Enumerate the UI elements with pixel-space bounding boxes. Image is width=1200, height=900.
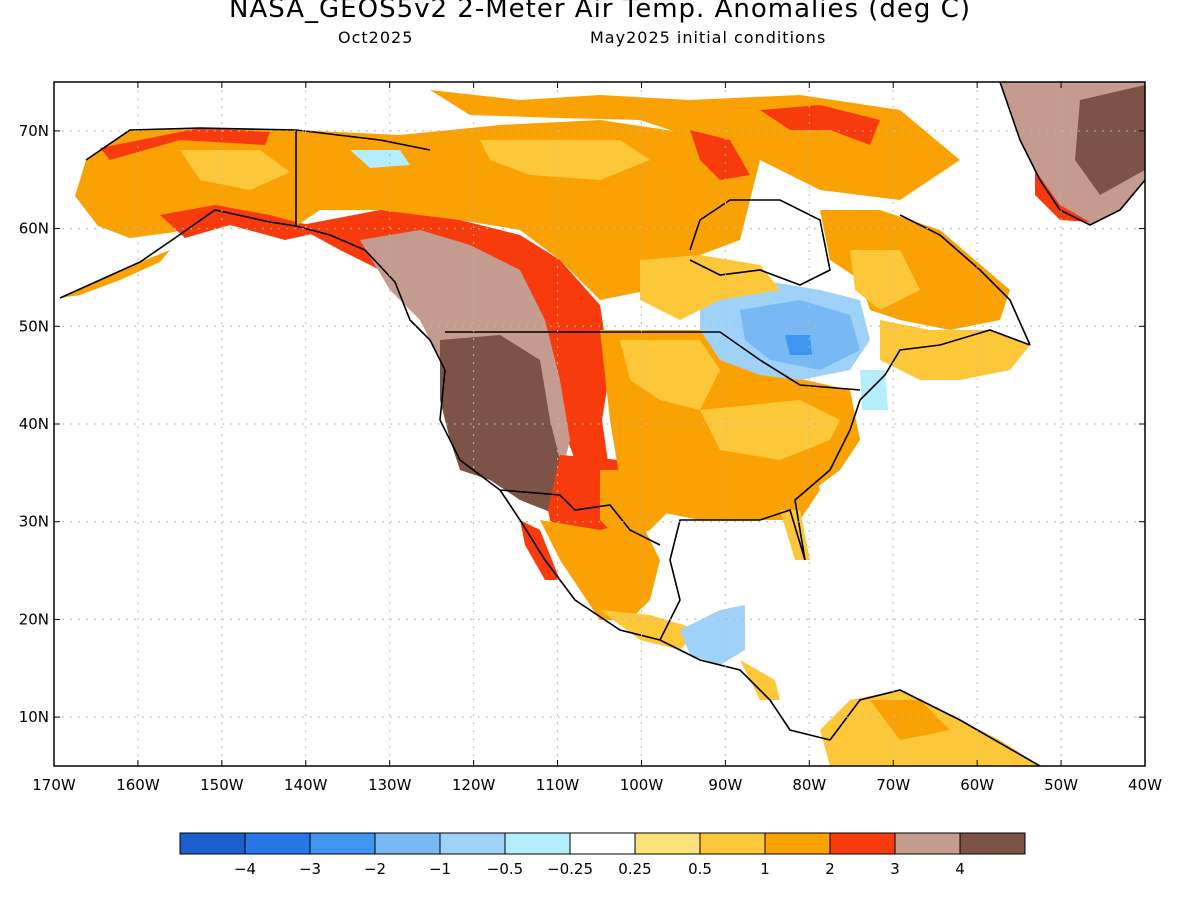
lon-tick-label: 100W (620, 776, 664, 794)
initial-conditions: May2025 initial conditions (590, 28, 827, 47)
colorbar-swatch (764, 832, 831, 855)
ohio-valley-yellow (700, 400, 840, 460)
lon-tick-label: 160W (116, 776, 160, 794)
colorbar-swatch (439, 832, 506, 855)
northern-canada (296, 120, 760, 300)
longitude-axis: 170W 160W 150W 140W 130W 120W 110W 100W 90W 80W 70… (32, 82, 1162, 794)
lon-tick-label: 90W (708, 776, 742, 794)
colorbar-label: −3 (299, 860, 321, 878)
colorbar-label: −1 (429, 860, 451, 878)
south-america-coast (829, 689, 1041, 766)
lat-tick-label: 70N (19, 122, 49, 140)
colorbar-label: −0.5 (487, 860, 523, 878)
colorbar-label: −4 (234, 860, 256, 878)
mexico (540, 520, 660, 620)
colorbar-swatch (244, 832, 311, 855)
alaska-coast (59, 209, 431, 341)
gulf-coast (659, 399, 861, 641)
us-mexico-border (499, 489, 661, 546)
lon-tick-label: 60W (960, 776, 994, 794)
colorbar-swatch (959, 832, 1026, 855)
colorbar-label: 1 (760, 860, 770, 878)
lon-tick-label: 110W (536, 776, 580, 794)
colorbar-label: 3 (890, 860, 900, 878)
colorbar-swatch (179, 832, 246, 855)
map-title: NASA_GEOS5v2 2-Meter Air Temp. Anomalies… (229, 0, 971, 24)
mexico-south-yellow (600, 610, 700, 650)
us-west-coast (429, 339, 661, 641)
ontario-coolest (785, 335, 812, 355)
venezuela-warm (870, 700, 950, 740)
quebec-yellow (850, 250, 920, 310)
alaska-north-coast (100, 128, 270, 160)
colorbar-swatch (374, 832, 441, 855)
baffin-warm (690, 130, 750, 180)
lon-tick-label: 70W (876, 776, 910, 794)
southeast-warm (720, 460, 820, 520)
alaska-north-coastline (85, 127, 431, 161)
lon-tick-label: 150W (200, 776, 244, 794)
central-america-yellow (740, 660, 780, 700)
alaska-south-warm (160, 205, 330, 240)
east-coast (859, 329, 1031, 401)
coastlines (59, 82, 1145, 766)
colorbar-swatch (894, 832, 961, 855)
lat-tick-label: 30N (19, 513, 49, 531)
alaska-interior-cool (180, 150, 290, 190)
lon-tick-label: 80W (792, 776, 826, 794)
colorbar-swatch (309, 832, 376, 855)
colorbar-label: −0.25 (547, 860, 593, 878)
hudson-bay-shore (689, 199, 831, 286)
lat-tick-label: 60N (19, 220, 49, 238)
lon-tick-label: 140W (284, 776, 328, 794)
colorbar-label: 4 (955, 860, 965, 878)
texas-warm (600, 470, 680, 540)
bc-warm-band (296, 210, 612, 500)
lat-tick-label: 20N (19, 610, 49, 628)
colorbar-label: 0.5 (688, 860, 712, 878)
midwest-yellow (620, 340, 720, 410)
colorbar-label: 2 (825, 860, 835, 878)
lon-tick-label: 170W (32, 776, 76, 794)
yucatan-cool (680, 605, 745, 665)
lon-tick-label: 50W (1044, 776, 1078, 794)
valid-month: Oct2025 (338, 28, 414, 47)
great-basin-hot (440, 335, 570, 512)
colorbar-swatch (569, 832, 636, 855)
nunavut-yellow (480, 140, 650, 180)
greenland-core (1075, 85, 1145, 195)
colorbar-swatch (504, 832, 571, 855)
arctic-cool-patch (350, 150, 410, 168)
central-america-coast (659, 639, 831, 741)
colorbar: −4 −3 −2 −1 −0.5 −0.25 0.25 0.5 1 2 3 4 (179, 832, 1026, 878)
anomaly-field (60, 82, 1145, 766)
colorbar-label: −2 (364, 860, 386, 878)
lon-tick-label: 130W (368, 776, 412, 794)
arctic-warm-band (760, 105, 880, 145)
lon-tick-label: 120W (452, 776, 496, 794)
colorbar-swatch (699, 832, 766, 855)
us-canada-border (445, 331, 861, 391)
latitude-axis: 70N 60N 50N 40N 30N 20N 10N (19, 122, 1145, 726)
colorbar-swatch (634, 832, 701, 855)
colorbar-swatch (829, 832, 896, 855)
lon-tick-label: 40W (1128, 776, 1162, 794)
greenland-coast (999, 82, 1145, 226)
atlantic-canada (880, 320, 1030, 380)
lat-tick-label: 50N (19, 317, 49, 335)
lat-tick-label: 10N (19, 708, 49, 726)
lat-tick-label: 40N (19, 415, 49, 433)
colorbar-label: 0.25 (618, 860, 651, 878)
